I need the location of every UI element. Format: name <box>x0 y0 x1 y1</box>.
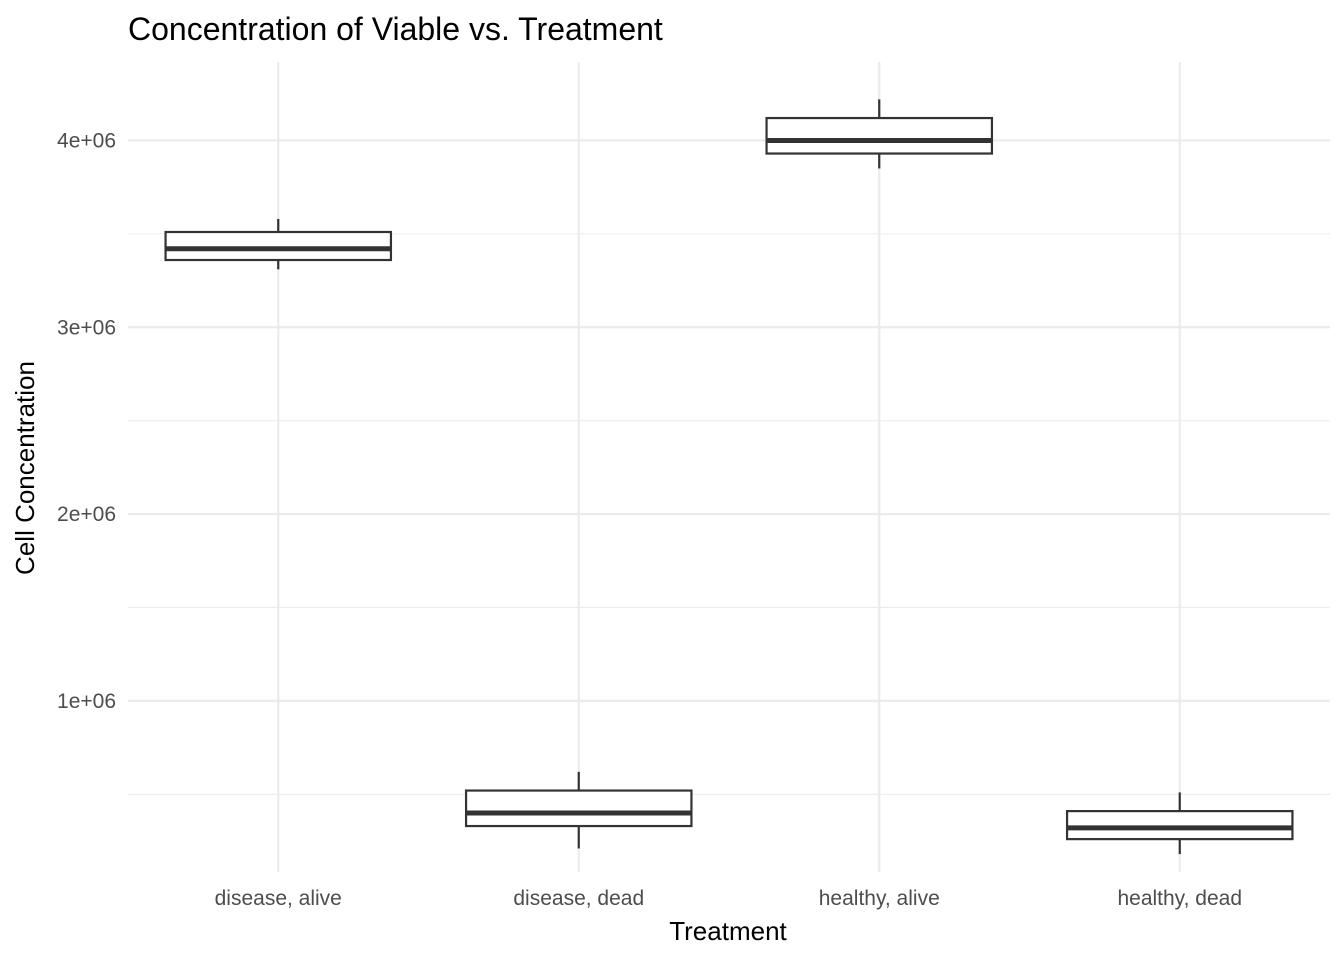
iqr-box <box>464 789 693 828</box>
tick-labels: 1e+06 2e+06 3e+06 4e+06 disease, alive diseas… <box>57 129 1242 910</box>
y-tick-label: 3e+06 <box>57 316 116 339</box>
x-tick-label: disease, alive <box>215 887 342 910</box>
iqr-box <box>765 116 994 155</box>
y-tick-label: 4e+06 <box>57 129 116 152</box>
x-tick-label: disease, dead <box>513 887 644 910</box>
x-tick-label: healthy, alive <box>819 887 940 910</box>
x-axis-title: Treatment <box>669 916 787 946</box>
box-disease-dead <box>464 771 693 849</box>
iqr-box <box>164 230 393 262</box>
box-healthy-dead <box>1065 792 1294 855</box>
iqr-box <box>1065 810 1294 841</box>
x-tick-label: healthy, dead <box>1117 887 1242 910</box>
y-axis-title: Cell Concentration <box>10 361 40 575</box>
chart-title: Concentration of Viable vs. Treatment <box>128 11 663 47</box>
boxes <box>164 99 1294 855</box>
box-disease-alive <box>164 218 393 270</box>
grid <box>128 62 1330 872</box>
y-tick-label: 2e+06 <box>57 503 116 526</box>
box-healthy-alive <box>765 99 994 169</box>
y-tick-label: 1e+06 <box>57 690 116 713</box>
